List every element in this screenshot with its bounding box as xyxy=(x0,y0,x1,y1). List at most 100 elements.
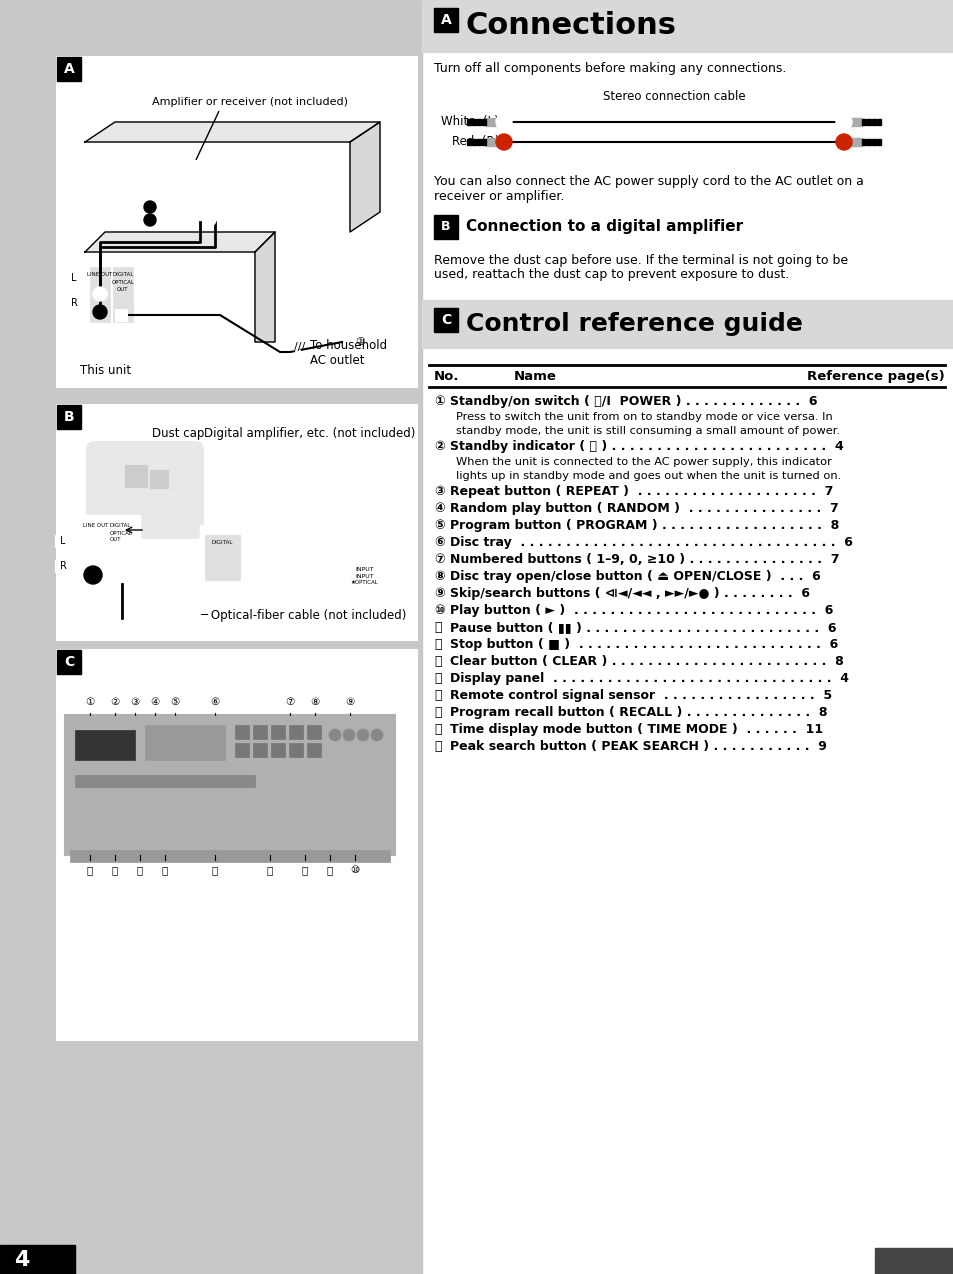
Text: Numbered buttons ( 1–9, 0, ≥10 ) . . . . . . . . . . . . . . .  7: Numbered buttons ( 1–9, 0, ≥10 ) . . . .… xyxy=(450,553,839,566)
Circle shape xyxy=(264,214,275,225)
Text: Digital amplifier, etc. (not included): Digital amplifier, etc. (not included) xyxy=(204,427,416,440)
Bar xyxy=(441,80,931,166)
Bar xyxy=(289,725,303,739)
Bar xyxy=(421,0,953,1274)
Text: ⑫: ⑫ xyxy=(434,638,441,651)
Bar xyxy=(472,118,476,125)
Text: B: B xyxy=(64,410,74,424)
Text: A: A xyxy=(64,62,74,76)
Bar xyxy=(75,775,254,787)
Text: Display panel  . . . . . . . . . . . . . . . . . . . . . . . . . . . . . . .  4: Display panel . . . . . . . . . . . . . … xyxy=(450,671,848,685)
Bar xyxy=(271,725,285,739)
Bar xyxy=(67,297,81,310)
Bar xyxy=(65,715,395,855)
Text: Standby/on switch ( ⏻/I  POWER ) . . . . . . . . . . . . .  6: Standby/on switch ( ⏻/I POWER ) . . . . … xyxy=(450,395,817,408)
Text: Peak search button ( PEAK SEARCH ) . . . . . . . . . . .  9: Peak search button ( PEAK SEARCH ) . . .… xyxy=(450,740,826,753)
Text: ⑨: ⑨ xyxy=(345,697,355,707)
Text: RQT5701: RQT5701 xyxy=(1,1268,43,1274)
Circle shape xyxy=(224,214,235,225)
Bar xyxy=(355,543,376,564)
Polygon shape xyxy=(254,232,274,341)
Polygon shape xyxy=(85,232,274,252)
Text: Reference page(s): Reference page(s) xyxy=(806,369,944,383)
Circle shape xyxy=(124,214,136,225)
Bar xyxy=(234,743,249,757)
Text: LINE OUT: LINE OUT xyxy=(88,273,112,276)
Text: ///: /// xyxy=(294,341,305,352)
Circle shape xyxy=(835,113,851,130)
Circle shape xyxy=(244,214,255,225)
Text: INPUT: INPUT xyxy=(355,575,374,578)
Text: ⑫: ⑫ xyxy=(301,865,308,875)
Text: Control reference guide: Control reference guide xyxy=(465,312,802,336)
Text: ⑨: ⑨ xyxy=(434,587,444,600)
Text: To household
AC outlet: To household AC outlet xyxy=(310,339,387,367)
Text: ⑱: ⑱ xyxy=(87,865,93,875)
Text: ⑪: ⑪ xyxy=(434,620,441,634)
FancyBboxPatch shape xyxy=(87,442,203,538)
Text: Play button ( ► )  . . . . . . . . . . . . . . . . . . . . . . . . . . .  6: Play button ( ► ) . . . . . . . . . . . … xyxy=(450,604,833,617)
Bar xyxy=(434,8,457,32)
Text: You can also connect the AC power supply cord to the AC outlet on a: You can also connect the AC power supply… xyxy=(434,175,863,189)
Text: ⑭: ⑭ xyxy=(212,865,218,875)
Circle shape xyxy=(184,214,195,225)
Text: ⑩: ⑩ xyxy=(434,604,444,617)
Bar xyxy=(253,743,267,757)
Text: lights up in standby mode and goes out when the unit is turned on.: lights up in standby mode and goes out w… xyxy=(456,471,841,482)
Text: ③: ③ xyxy=(131,697,139,707)
Text: ⑮: ⑮ xyxy=(162,865,168,875)
Circle shape xyxy=(144,214,156,225)
Text: ⑧: ⑧ xyxy=(310,697,319,707)
Bar xyxy=(115,310,127,321)
Bar xyxy=(467,118,471,125)
Text: Turn off all components before making any connections.: Turn off all components before making an… xyxy=(434,62,785,75)
Bar xyxy=(472,139,476,145)
Text: ②: ② xyxy=(434,440,444,454)
Circle shape xyxy=(329,729,340,741)
Bar xyxy=(485,118,503,126)
Text: ⑤: ⑤ xyxy=(434,519,444,533)
Circle shape xyxy=(835,134,851,150)
Text: R: R xyxy=(59,561,67,571)
Polygon shape xyxy=(85,122,379,141)
Bar xyxy=(876,118,880,125)
Text: Disc tray open/close button ( ⏏ OPEN/CLOSE )  . . .  6: Disc tray open/close button ( ⏏ OPEN/CLO… xyxy=(450,569,820,583)
Bar xyxy=(476,118,480,125)
Text: ⑧: ⑧ xyxy=(434,569,444,583)
Polygon shape xyxy=(350,122,379,232)
Text: used, reattach the dust cap to prevent exposure to dust.: used, reattach the dust cap to prevent e… xyxy=(434,268,788,282)
Text: Stop button ( ■ )  . . . . . . . . . . . . . . . . . . . . . . . . . . .  6: Stop button ( ■ ) . . . . . . . . . . . … xyxy=(450,638,838,651)
Bar xyxy=(862,139,865,145)
Bar xyxy=(55,535,71,547)
Bar xyxy=(115,620,129,632)
Text: Dust cap: Dust cap xyxy=(152,427,204,440)
Text: OPTICAL: OPTICAL xyxy=(112,280,134,285)
Circle shape xyxy=(92,304,107,318)
Text: Stereo connection cable: Stereo connection cable xyxy=(602,90,744,103)
Text: ⑮: ⑮ xyxy=(434,689,441,702)
Text: ④: ④ xyxy=(434,502,444,515)
Text: receiver or amplifier.: receiver or amplifier. xyxy=(434,190,564,203)
Text: ⑬: ⑬ xyxy=(434,655,441,668)
Bar xyxy=(67,273,81,284)
Circle shape xyxy=(276,544,303,569)
Bar xyxy=(57,650,416,1040)
Text: No.: No. xyxy=(434,369,459,383)
Bar xyxy=(467,139,471,145)
Text: Clear button ( CLEAR ) . . . . . . . . . . . . . . . . . . . . . . . .  8: Clear button ( CLEAR ) . . . . . . . . .… xyxy=(450,655,842,668)
Text: ①: ① xyxy=(434,395,444,408)
Bar xyxy=(57,57,81,82)
Text: Name: Name xyxy=(514,369,557,383)
Bar xyxy=(200,525,385,590)
Text: L: L xyxy=(60,536,66,547)
Circle shape xyxy=(341,324,377,361)
Bar xyxy=(866,118,870,125)
Bar xyxy=(115,569,129,583)
Bar xyxy=(874,1249,953,1274)
Circle shape xyxy=(124,201,136,213)
Bar xyxy=(85,252,254,341)
Bar xyxy=(481,118,485,125)
Bar xyxy=(57,405,416,640)
Bar xyxy=(271,743,285,757)
Bar xyxy=(485,138,503,147)
